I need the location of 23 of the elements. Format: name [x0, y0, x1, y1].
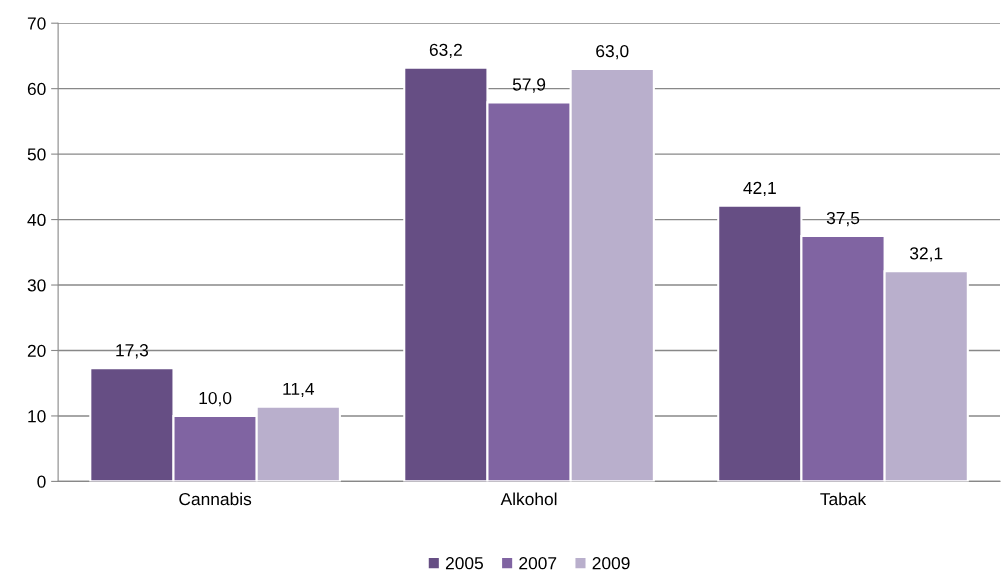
x-tick-label: Tabak — [820, 492, 867, 506]
x-tick-label: Alkohol — [500, 492, 557, 506]
y-tick-label: 0 — [37, 475, 46, 488]
y-tick-label: 10 — [28, 410, 46, 423]
data-label: 63,2 — [429, 43, 462, 58]
y-tick-label: 40 — [27, 213, 46, 227]
data-label: 11,4 — [283, 382, 315, 398]
data-label: 32,1 — [909, 247, 943, 262]
data-label: 42,1 — [743, 181, 776, 197]
data-label: 37,5 — [826, 211, 860, 227]
legend-label: 2005 — [445, 557, 483, 570]
data-label: 10,0 — [199, 391, 232, 407]
data-label: 17,3 — [116, 344, 149, 359]
legend-label: 2009 — [592, 557, 630, 570]
y-tick-label: 70 — [27, 17, 46, 30]
x-tick-label: Cannabis — [179, 492, 252, 506]
data-label: 57,9 — [512, 78, 546, 93]
y-tick-label: 30 — [27, 279, 46, 292]
y-tick-label: 50 — [27, 148, 46, 161]
data-label: 63,0 — [596, 44, 629, 60]
y-tick-label: 20 — [27, 344, 46, 357]
legend-label: 2007 — [519, 557, 557, 570]
y-tick-label: 60 — [27, 82, 46, 96]
